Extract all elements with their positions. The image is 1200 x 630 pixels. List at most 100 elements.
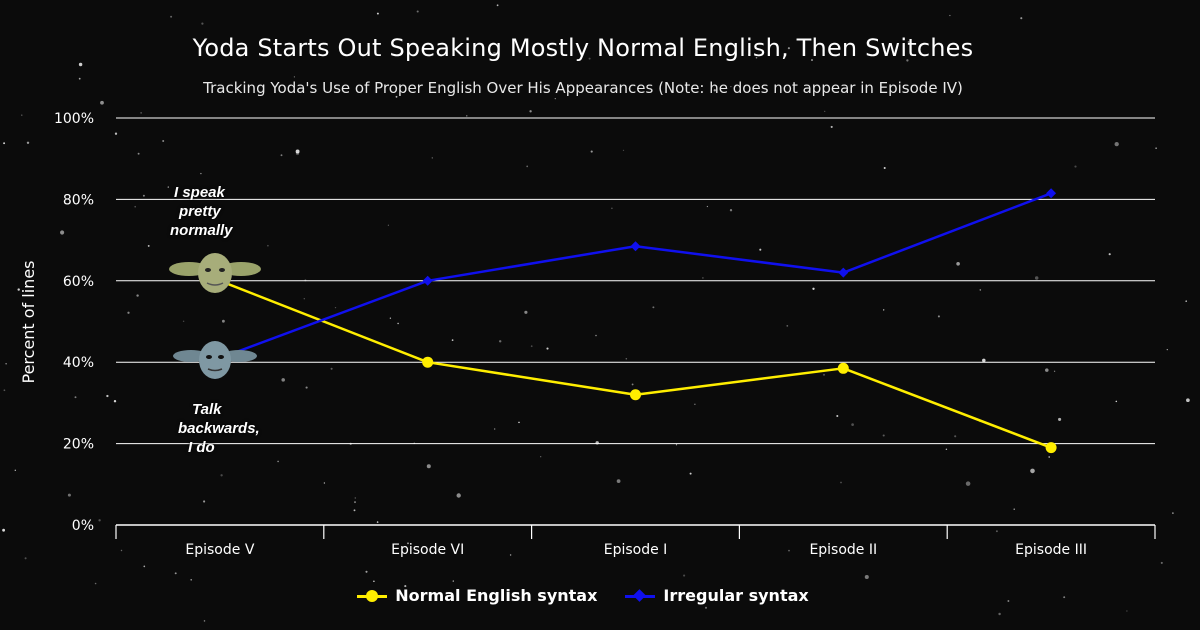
- star: [395, 95, 398, 98]
- star: [748, 53, 750, 56]
- star: [407, 542, 409, 545]
- star: [851, 423, 854, 426]
- star: [1020, 17, 1023, 20]
- data-point: [1046, 188, 1057, 199]
- y-tick-label: 20%: [63, 437, 94, 453]
- star: [26, 141, 30, 145]
- star: [416, 10, 419, 13]
- star: [588, 57, 591, 60]
- y-axis-label: Percent of lines: [19, 260, 38, 383]
- star: [864, 574, 869, 580]
- legend-item-normal[interactable]: Normal English syntax: [357, 586, 597, 605]
- star: [334, 306, 337, 309]
- star: [546, 347, 549, 350]
- x-tick-label: Episode I: [604, 542, 668, 558]
- annotation-line: pretty: [179, 203, 221, 220]
- star: [203, 500, 206, 503]
- data-point: [838, 267, 849, 278]
- star: [365, 570, 368, 573]
- star: [945, 448, 948, 451]
- star: [694, 403, 696, 405]
- star: [830, 125, 833, 128]
- star: [562, 593, 565, 595]
- star: [811, 59, 813, 61]
- star: [937, 315, 940, 318]
- star: [182, 320, 185, 323]
- star: [622, 149, 625, 152]
- star: [67, 493, 71, 497]
- star: [162, 140, 165, 142]
- star: [706, 205, 709, 208]
- x-tick-label: Episode VI: [391, 542, 464, 558]
- star: [882, 434, 885, 437]
- star: [1115, 400, 1118, 403]
- star: [60, 230, 65, 235]
- star: [1045, 368, 1049, 372]
- star: [280, 154, 283, 157]
- star: [353, 509, 356, 512]
- star: [995, 530, 998, 533]
- star: [114, 132, 118, 135]
- star: [94, 582, 97, 585]
- star: [430, 47, 433, 50]
- star: [174, 572, 177, 575]
- star: [755, 56, 758, 59]
- star: [2, 528, 5, 532]
- starfield-background: [2, 4, 1190, 622]
- star: [120, 549, 123, 552]
- star: [1108, 253, 1111, 256]
- star: [1013, 508, 1015, 510]
- star: [702, 277, 704, 279]
- star: [524, 310, 528, 314]
- legend-swatch-diamond-icon: [625, 588, 656, 603]
- star: [136, 294, 139, 297]
- star: [452, 580, 454, 582]
- y-tick-label: 80%: [63, 192, 94, 208]
- star: [1172, 512, 1174, 514]
- star: [1074, 165, 1077, 168]
- star: [883, 166, 886, 170]
- star: [113, 399, 117, 403]
- star: [675, 444, 678, 446]
- star: [998, 612, 1001, 616]
- star: [1166, 348, 1168, 351]
- star: [24, 557, 27, 560]
- star: [1048, 456, 1051, 458]
- legend-item-irregular[interactable]: Irregular syntax: [625, 586, 809, 605]
- star: [281, 378, 285, 382]
- star: [631, 383, 634, 386]
- star: [730, 85, 732, 88]
- star: [836, 414, 839, 418]
- star: [267, 244, 269, 247]
- star: [1186, 398, 1190, 403]
- star: [494, 428, 496, 430]
- star: [456, 493, 461, 498]
- star: [222, 190, 225, 193]
- star: [713, 89, 716, 92]
- star: [729, 209, 733, 212]
- star: [78, 62, 83, 67]
- star: [203, 620, 206, 622]
- annotation-normal: I speak pretty normally: [170, 183, 233, 240]
- star: [431, 157, 433, 159]
- star: [530, 345, 533, 348]
- star: [529, 110, 532, 113]
- star: [590, 150, 593, 153]
- star: [625, 357, 628, 360]
- x-tick-label: Episode II: [809, 542, 877, 558]
- star: [167, 186, 169, 188]
- star: [1030, 468, 1035, 474]
- data-point: [1045, 442, 1057, 454]
- star: [426, 464, 431, 469]
- star: [14, 469, 16, 471]
- data-point: [630, 241, 641, 252]
- star: [134, 205, 136, 208]
- annotation-line: normally: [170, 222, 233, 239]
- star: [616, 479, 621, 483]
- star: [376, 12, 379, 15]
- y-tick-label: 40%: [63, 355, 94, 371]
- star: [611, 207, 613, 210]
- star: [540, 456, 542, 458]
- star: [492, 52, 497, 57]
